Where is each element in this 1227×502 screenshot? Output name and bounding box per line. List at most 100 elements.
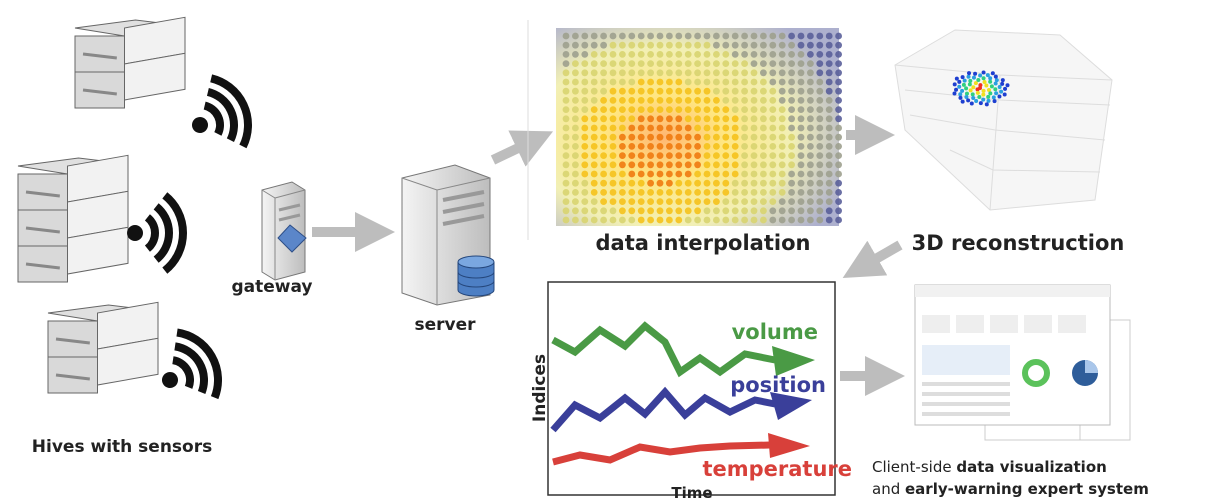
series-label: temperature	[702, 457, 852, 481]
grid-dot	[628, 152, 636, 160]
grid-dot	[816, 41, 824, 49]
grid-dot	[750, 179, 758, 187]
grid-dot	[731, 179, 739, 187]
grid-dot	[675, 97, 683, 104]
grid-dot	[825, 161, 833, 169]
wifi-arc	[172, 356, 194, 389]
grid-dot	[609, 124, 617, 132]
grid-dot	[835, 207, 842, 215]
grid-dot	[825, 32, 833, 40]
grid-dot	[628, 170, 636, 178]
voxel	[971, 75, 976, 80]
grid-dot	[722, 97, 730, 104]
grid-dot	[825, 115, 833, 123]
caption-bold: data visualization	[956, 458, 1106, 476]
grid-dot	[703, 189, 711, 196]
grid-dot	[741, 133, 748, 141]
grid-dot	[609, 97, 617, 104]
voxel	[952, 82, 957, 87]
grid-dot	[741, 115, 748, 123]
grid-dot	[769, 143, 777, 150]
voxel	[957, 79, 962, 84]
grid-dot	[713, 124, 720, 132]
grid-dot	[572, 41, 579, 49]
wifi	[162, 328, 222, 400]
grid-dot	[572, 78, 579, 86]
grid-dot	[835, 170, 842, 178]
grid-dot	[750, 51, 758, 58]
grid-dot	[741, 152, 748, 160]
grid-dot	[572, 161, 579, 169]
grid-dot	[562, 189, 570, 196]
grid-dot	[684, 32, 692, 40]
grid-dot	[684, 60, 692, 67]
grid-dot	[816, 115, 824, 123]
grid-dot	[666, 189, 673, 196]
grid-dot	[609, 78, 617, 86]
grid-dot	[713, 143, 720, 150]
grid-dot	[703, 207, 711, 215]
grid-dot	[825, 106, 833, 113]
grid-dot	[731, 60, 739, 67]
grid-dot	[741, 106, 748, 113]
grid-dot	[797, 152, 805, 160]
grid-dot	[713, 41, 720, 49]
grid-dot	[581, 97, 589, 104]
grid-dot	[703, 60, 711, 67]
grid-dot	[722, 78, 730, 86]
grid-dot	[637, 198, 645, 206]
grid-dot	[713, 87, 720, 95]
grid-dot	[656, 189, 664, 196]
grid-dot	[816, 170, 824, 178]
grid-dot	[647, 207, 654, 215]
grid-dot	[572, 97, 579, 104]
grid-dot	[713, 189, 720, 196]
grid-dot	[722, 161, 730, 169]
grid-dot	[703, 87, 711, 95]
grid-dot	[600, 69, 607, 77]
grid-dot	[741, 161, 748, 169]
grid-dot	[769, 170, 777, 178]
grid-dot	[788, 87, 795, 95]
grid-dot	[807, 161, 814, 169]
grid-dot	[694, 51, 701, 58]
grid-dot	[741, 78, 748, 86]
wifi-dot	[127, 225, 143, 241]
grid-dot	[619, 161, 626, 169]
grid-dot	[750, 161, 758, 169]
grid-dot	[797, 143, 805, 150]
grid-dot	[619, 32, 626, 40]
voxel	[984, 83, 989, 88]
grid-dot	[807, 32, 814, 40]
indices-chart: volume position temperature Indices Time	[530, 281, 852, 502]
grid-dot	[562, 124, 570, 132]
grid-dot	[590, 170, 598, 178]
grid-dot	[694, 124, 701, 132]
grid-dot	[703, 152, 711, 160]
grid-dot	[600, 124, 607, 132]
voxel	[1002, 92, 1007, 97]
voxel	[976, 78, 981, 83]
grid-dot	[656, 41, 664, 49]
grid-dot	[769, 207, 777, 215]
grid-dot	[628, 198, 636, 206]
grid-dot	[703, 143, 711, 150]
grid-dot	[572, 60, 579, 67]
grid-dot	[637, 216, 645, 224]
voxel	[981, 97, 986, 102]
grid-dot	[713, 32, 720, 40]
grid-dot	[722, 198, 730, 206]
voxel	[960, 99, 965, 104]
grid-dot	[675, 60, 683, 67]
grid-dot	[590, 60, 598, 67]
grid-dot	[684, 97, 692, 104]
grid-dot	[666, 41, 673, 49]
grid-dot	[619, 216, 626, 224]
grid-dot	[656, 170, 664, 178]
wifi-arc	[174, 342, 208, 394]
grid-dot	[788, 207, 795, 215]
grid-dot	[684, 78, 692, 86]
grid-dot	[825, 133, 833, 141]
grid-dot	[760, 51, 767, 58]
grid-dot	[797, 41, 805, 49]
